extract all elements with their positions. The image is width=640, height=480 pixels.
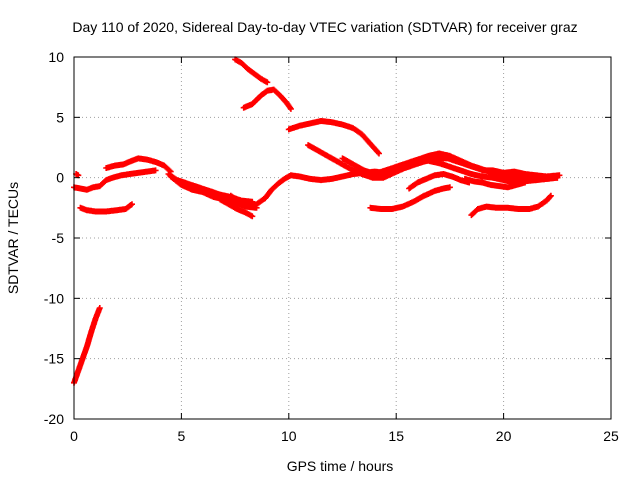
data-point-markers	[71, 167, 159, 193]
series-arc-f	[165, 171, 256, 205]
y-tick-label: 0	[56, 170, 64, 186]
y-tick-label: 10	[48, 49, 64, 65]
series-arc-r	[461, 175, 529, 191]
axis-ticks: 0 5 10 15 20 25 -20 -15 -10 -5 0 5 10	[44, 49, 619, 444]
y-tick-label: -10	[44, 290, 64, 306]
series-arc-e	[103, 155, 174, 175]
series-arc-h	[217, 196, 256, 220]
x-axis-label: GPS time / hours	[287, 458, 394, 474]
data-point-markers	[406, 171, 473, 192]
data-point-markers	[285, 118, 382, 157]
y-axis-label: SDTVAR / TECUs	[5, 182, 21, 294]
series-arc-j	[232, 56, 271, 86]
data-point-markers	[77, 201, 135, 215]
series-arc-l	[285, 118, 382, 157]
series-arc-q	[468, 192, 554, 219]
x-tick-label: 5	[178, 428, 186, 444]
data-point-markers	[461, 175, 529, 191]
data-point-markers	[103, 155, 174, 175]
data-point-markers	[479, 167, 563, 180]
series-arc-a	[71, 167, 159, 193]
y-tick-label: 5	[56, 109, 64, 125]
data-point-markers	[367, 184, 453, 212]
series-arc-s	[479, 167, 563, 180]
series-arc-o	[367, 184, 453, 212]
chart-title: Day 110 of 2020, Sidereal Day-to-day VTE…	[72, 19, 577, 35]
data-point-markers	[468, 192, 554, 219]
x-tick-label: 10	[281, 428, 297, 444]
data-point-markers	[71, 305, 103, 386]
x-tick-label: 25	[603, 428, 619, 444]
data-point-markers	[240, 86, 294, 112]
y-tick-label: -15	[44, 351, 64, 367]
data-point-markers	[165, 171, 256, 205]
x-tick-label: 20	[496, 428, 512, 444]
data-points	[71, 56, 563, 386]
y-tick-label: -20	[44, 411, 64, 427]
x-tick-label: 15	[388, 428, 404, 444]
series-arc-p	[406, 171, 473, 192]
series-arc-c	[71, 305, 103, 386]
grid-lines	[74, 57, 611, 419]
data-point-markers	[232, 56, 271, 86]
series-arc-d	[73, 171, 82, 179]
data-point-markers	[217, 196, 256, 220]
data-point-markers	[73, 171, 82, 179]
series-arc-k	[240, 86, 294, 112]
series-arc-b	[77, 201, 135, 215]
y-tick-label: -5	[52, 230, 65, 246]
x-tick-label: 0	[70, 428, 78, 444]
